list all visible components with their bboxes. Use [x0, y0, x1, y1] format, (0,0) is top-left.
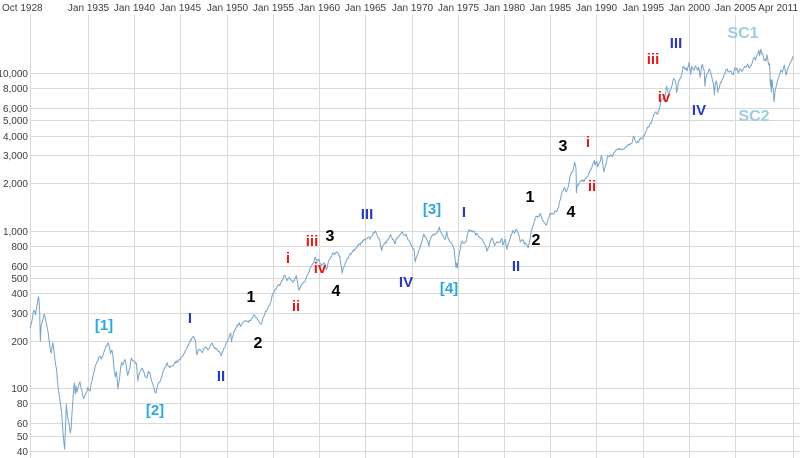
wave-annotation: [4]	[440, 280, 458, 297]
x-axis-tick-label: Jan 1935	[68, 3, 110, 14]
y-axis-tick-label: 100	[11, 384, 28, 395]
wave-annotation: [2]	[146, 402, 164, 419]
wave-annotation: I	[188, 310, 192, 327]
y-axis-tick-label: 500	[11, 274, 28, 285]
x-axis-tick-label: Apr 2011	[758, 3, 798, 14]
price-line	[29, 48, 794, 450]
wave-annotation: iii	[306, 233, 319, 250]
wave-annotation: i	[286, 250, 290, 267]
x-axis-tick-label: Jan 1990	[576, 3, 618, 14]
wave-annotation: III	[361, 206, 374, 223]
y-axis-tick-label: 300	[11, 309, 28, 320]
y-axis-tick-label: 200	[11, 337, 28, 348]
y-axis-tick-label: 800	[11, 242, 28, 253]
x-axis-tick-label: Jan 1985	[530, 3, 572, 14]
y-axis-tick-label: 40	[17, 447, 29, 458]
y-axis-tick-label: 400	[11, 289, 28, 300]
wave-annotation: IV	[399, 274, 413, 291]
y-axis-tick-label: 8,000	[3, 84, 28, 95]
y-axis-tick-label: 80	[17, 399, 29, 410]
x-axis-tick-label: Jan 2005	[715, 3, 757, 14]
x-axis-tick-label: Jan 1940	[114, 3, 156, 14]
y-axis-tick-label: 10,000	[0, 69, 28, 80]
x-axis-tick-label: Jan 1945	[160, 3, 202, 14]
axis-labels: Oct 1928 Jan 1935 Jan 1940 Jan 1945 Jan 1950…	[0, 3, 798, 458]
wave-annotation: II	[217, 368, 225, 385]
x-axis-tick-label: Jan 1960	[299, 3, 341, 14]
x-axis-tick-label: Jan 1955	[253, 3, 295, 14]
y-axis-tick-label: 5,000	[3, 116, 28, 127]
wave-annotation: [1]	[95, 317, 113, 334]
x-axis-tick-label: Jan 2000	[669, 3, 711, 14]
wave-annotation: 2	[532, 232, 541, 249]
wave-annotation: SC2	[738, 108, 769, 125]
wave-annotation: II	[512, 258, 520, 275]
wave-annotation: SC1	[727, 25, 758, 42]
wave-annotation: III	[670, 35, 683, 52]
wave-annotation: 1	[526, 189, 535, 206]
wave-annotation: ii	[292, 298, 300, 315]
wave-annotation: iii	[647, 51, 660, 68]
x-axis-tick-label: Oct 1928	[2, 3, 43, 14]
wave-annotation: 3	[326, 228, 335, 245]
wave-annotations: [1][2][3][4]SC1SC2IIIIIIIVIIIIIIIV123412…	[95, 25, 770, 419]
wave-annotation: 3	[559, 138, 568, 155]
wave-annotation: i	[586, 134, 590, 151]
x-axis-tick-label: Jan 1950	[207, 3, 249, 14]
wave-annotation: 2	[254, 335, 263, 352]
y-axis-tick-label: 600	[11, 262, 28, 273]
wave-annotation: [3]	[423, 201, 441, 218]
gridlines	[30, 15, 800, 458]
wave-annotation: 4	[567, 204, 576, 221]
y-axis-tick-label: 2,000	[3, 179, 28, 190]
y-axis-tick-label: 4,000	[3, 132, 28, 143]
x-axis-tick-label: Jan 1995	[623, 3, 665, 14]
wave-annotation: iv	[314, 260, 327, 277]
x-axis-tick-label: Jan 1965	[345, 3, 387, 14]
wave-annotation: I	[462, 204, 466, 221]
y-axis-tick-label: 1,000	[3, 227, 28, 238]
wave-annotation: 1	[247, 289, 256, 306]
y-axis-tick-label: 50	[17, 432, 29, 443]
x-axis-tick-label: Jan 1980	[484, 3, 526, 14]
y-axis-tick-label: 3,000	[3, 151, 28, 162]
y-axis-tick-label: 6,000	[3, 104, 28, 115]
price-series	[29, 48, 794, 450]
wave-annotation: IV	[692, 102, 706, 119]
wave-annotation: iv	[658, 89, 671, 106]
x-axis-tick-label: Jan 1970	[392, 3, 434, 14]
wave-annotation: 4	[332, 283, 341, 300]
y-axis-tick-label: 60	[17, 419, 29, 430]
wave-annotation: ii	[588, 178, 596, 195]
x-axis-tick-label: Jan 1975	[438, 3, 480, 14]
